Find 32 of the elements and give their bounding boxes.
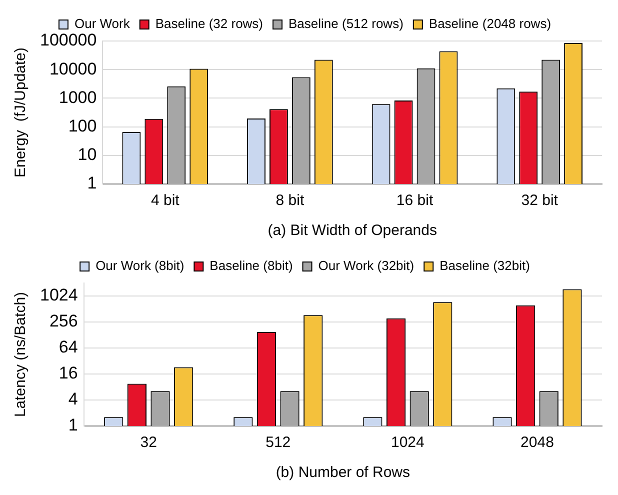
- x-tick-label: 512: [266, 434, 291, 452]
- x-axis-title: (a) Bit Width of Operands: [268, 222, 437, 240]
- y-tick-label: 64: [58, 338, 78, 357]
- y-tick-label: 100000: [40, 30, 97, 50]
- x-tick-label: 8 bit: [276, 192, 305, 210]
- legend-label: Our Work (32bit): [318, 258, 414, 274]
- x-tick-label: 16 bit: [396, 192, 434, 210]
- y-axis-title: Energy (fJ/Update): [12, 47, 30, 178]
- x-tick-label: 32 bit: [521, 192, 559, 210]
- legend-label: Baseline (2048 rows): [428, 16, 552, 32]
- legend-label: Our Work: [74, 16, 130, 32]
- x-tick-label: 32: [140, 434, 157, 452]
- x-axis-title: (b) Number of Rows: [276, 464, 410, 482]
- y-tick-label: 10000: [49, 59, 97, 78]
- y-tick-label: 1024: [40, 286, 78, 305]
- legend-label: Baseline (8bit): [210, 258, 293, 274]
- y-tick-label: 16: [58, 364, 78, 383]
- legend-label: Baseline (32bit): [440, 258, 530, 274]
- y-tick-label: 256: [49, 312, 78, 331]
- y-tick-label: 10: [78, 145, 97, 164]
- legend-label: Baseline (32 rows): [155, 16, 264, 32]
- legend-label: Our Work (8bit): [96, 258, 184, 274]
- y-tick-label: 4: [68, 390, 78, 409]
- y-axis-title: Latency (ns/Batch): [12, 292, 30, 418]
- x-tick-label: 1024: [390, 434, 424, 452]
- x-tick-label: 2048: [520, 434, 554, 452]
- y-tick-label: 1000: [58, 88, 97, 107]
- y-tick-label: 1: [68, 416, 78, 435]
- legend-label: Baseline (512 rows): [288, 16, 404, 32]
- y-tick-label: 1: [87, 174, 97, 193]
- y-tick-label: 100: [68, 116, 97, 136]
- x-tick-label: 4 bit: [150, 192, 180, 210]
